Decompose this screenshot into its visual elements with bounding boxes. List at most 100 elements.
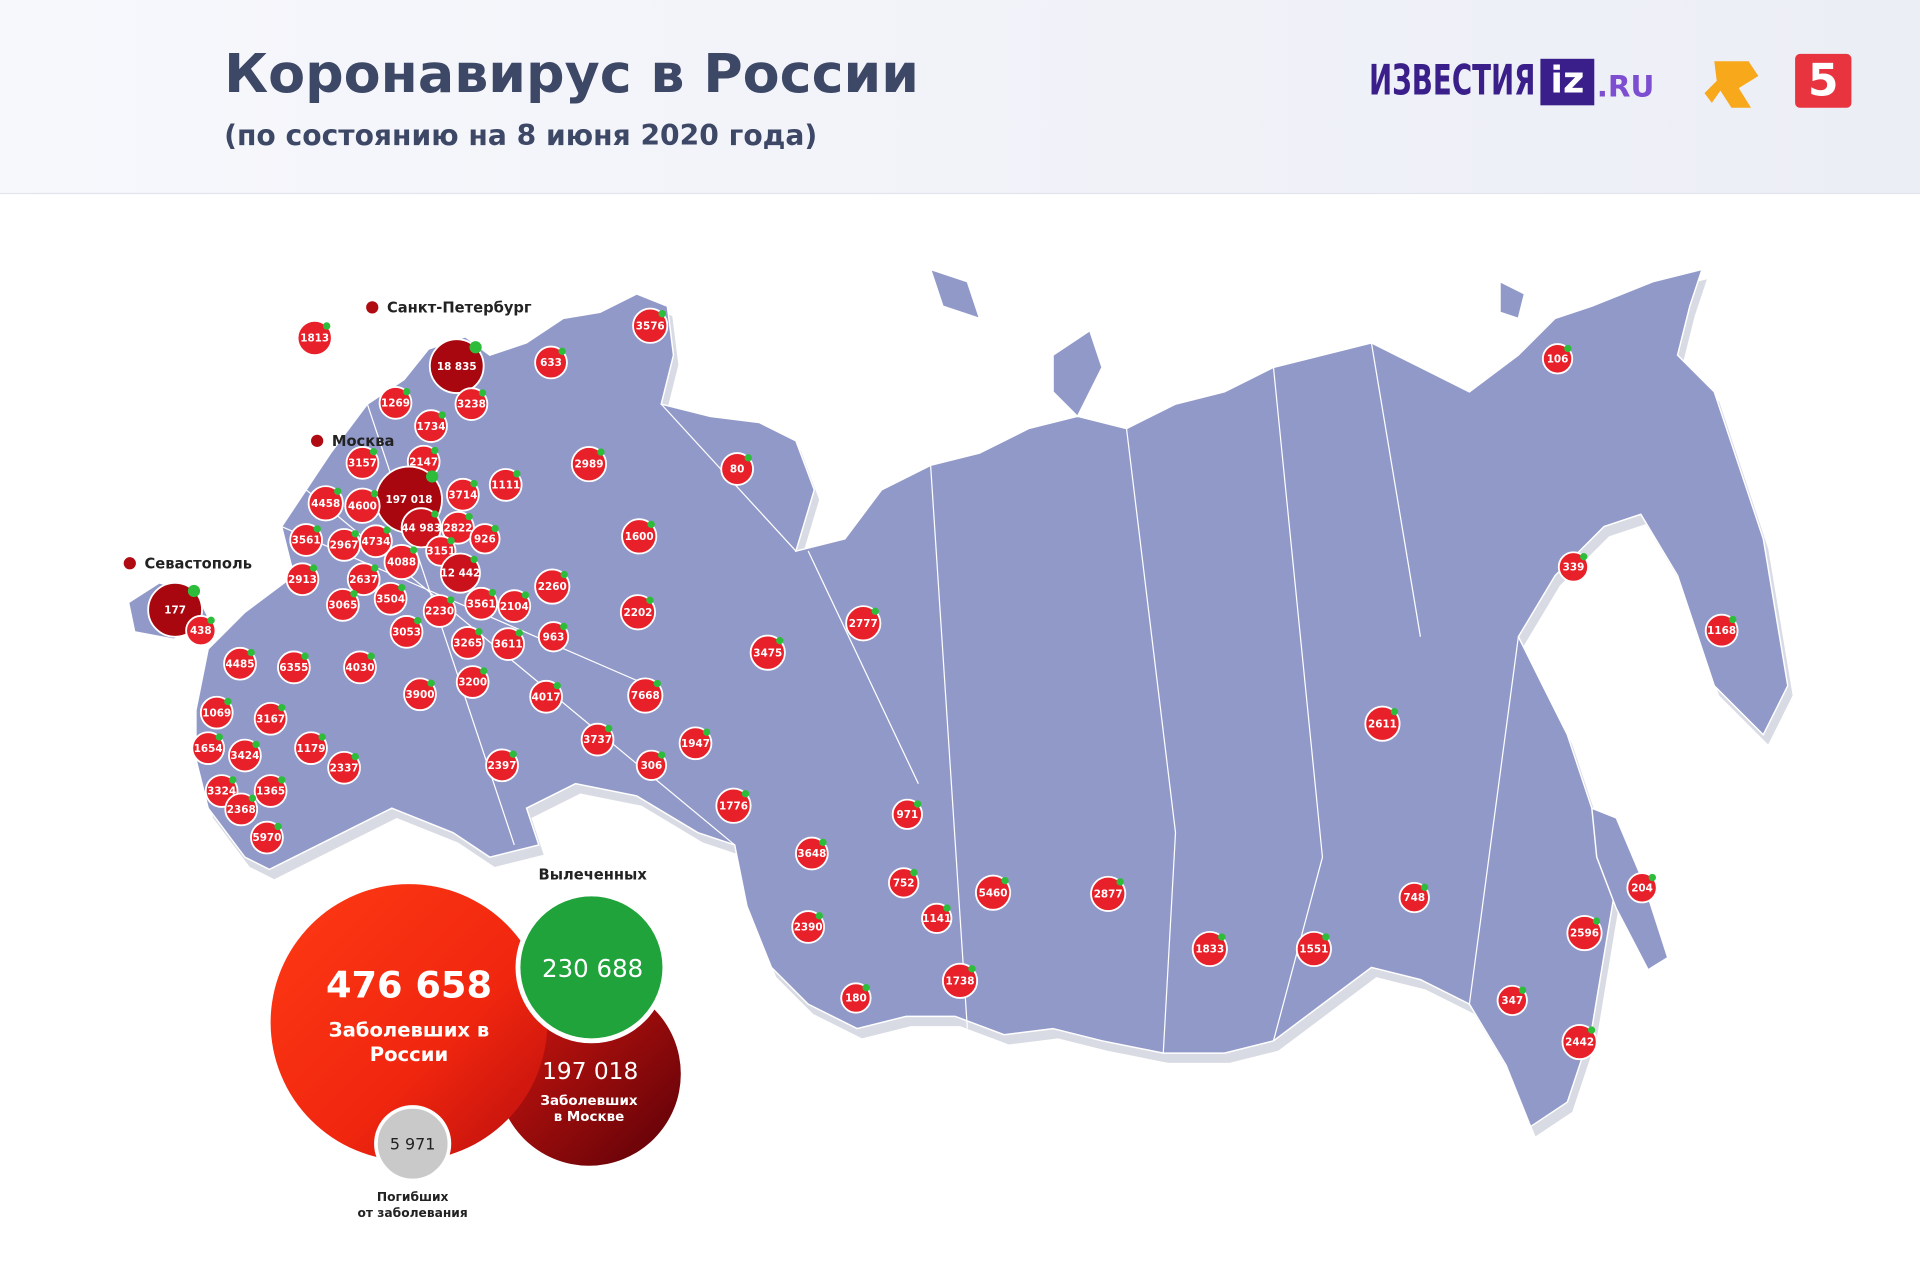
region-bubble (678, 726, 713, 761)
region-bubble (253, 774, 288, 808)
region-bubble (224, 792, 259, 827)
recovered-dot (426, 470, 439, 483)
region-value: 2596 (1570, 928, 1599, 940)
recovered-dot (653, 679, 661, 688)
region-bubble (343, 650, 377, 685)
recovered-dot (334, 487, 342, 495)
recovered-dot (309, 564, 318, 572)
recovered-dot (215, 733, 223, 741)
moscow-cases: 197 018 (542, 1058, 638, 1085)
region-value: 3576 (636, 320, 665, 332)
region-value: 438 (190, 625, 212, 637)
recovered-dot (323, 322, 331, 330)
region-bubble (534, 345, 568, 380)
region-bubble (455, 665, 490, 699)
region-bubble (446, 477, 480, 512)
region-value: 2442 (1565, 1037, 1594, 1049)
region-value: 2202 (623, 607, 652, 619)
region-value: 6355 (279, 662, 308, 674)
recovered-dot (776, 637, 784, 645)
region-value: 7668 (631, 690, 660, 702)
russia-map (127, 268, 1793, 1137)
recovered-dot (1116, 878, 1124, 886)
logo-5: 5 (1808, 55, 1839, 106)
region-value: 3475 (753, 647, 782, 659)
region-value: 44 983 (401, 522, 441, 534)
region-value: 4485 (226, 658, 255, 670)
region-bubble (327, 750, 361, 785)
deaths-circle (374, 1105, 452, 1183)
region-value: 3265 (453, 637, 482, 649)
moscow-label: в Москве (554, 1110, 625, 1125)
recovered-dot (369, 448, 378, 456)
region-bubble (454, 387, 489, 421)
region-value: 633 (540, 357, 562, 369)
recovered-dot (351, 752, 359, 761)
recovered-dot (1420, 883, 1429, 891)
region-bubble (344, 487, 381, 524)
recovered-dot (968, 965, 976, 973)
recovered-dot (815, 912, 823, 920)
region-bubble (464, 586, 499, 621)
region-bubble (185, 615, 217, 647)
region-value: 4088 (387, 557, 416, 569)
region-bubble (791, 910, 825, 944)
recovered-dot (862, 984, 870, 992)
region-value: 1947 (681, 738, 710, 750)
region-value: 4458 (311, 498, 340, 510)
region-bubble (191, 731, 225, 766)
region-bubble (1496, 984, 1528, 1017)
recovered-dot (207, 616, 215, 625)
recovered-dot (1001, 877, 1009, 885)
recovered-dot (560, 622, 568, 631)
recovered-dot (318, 733, 326, 741)
recovered-dot (509, 750, 517, 758)
region-bubble (1557, 551, 1590, 583)
region-bubble (378, 386, 413, 420)
logo-iz-box (1540, 58, 1595, 106)
region-bubble (414, 409, 448, 443)
region-bubble (1090, 875, 1127, 912)
region-bubble (228, 738, 262, 773)
region-value: 4600 (348, 500, 377, 512)
logo-5-box (1795, 53, 1852, 108)
recovered-dot (1218, 933, 1226, 941)
recovered-dot (367, 652, 375, 660)
deaths-value: 5 971 (390, 1134, 436, 1153)
city-label: Севастополь (144, 556, 252, 573)
recovered-dot (1648, 873, 1656, 882)
recovered-dot (1390, 708, 1399, 716)
region-value: 3648 (797, 848, 826, 860)
region-value: 12 442 (441, 568, 481, 580)
recovered-dot (478, 389, 487, 397)
region-value: 3900 (406, 689, 435, 701)
region-value: 204 (1631, 882, 1653, 894)
recovered-circle (515, 891, 668, 1044)
recovered-dot (229, 776, 237, 784)
region-bubble (1566, 915, 1603, 952)
recovered-dot (370, 490, 379, 498)
region-bubble (345, 446, 380, 480)
region-bubble (469, 523, 501, 555)
russia-label: России (370, 1043, 448, 1066)
recovered-dot (658, 751, 666, 759)
recovered-dot (597, 448, 605, 456)
region-value: 3611 (494, 639, 523, 651)
recovered-dot (943, 904, 951, 912)
subtitle: (по состоянию на 8 июня 2020 года) (224, 119, 817, 152)
recovered-dot (741, 790, 750, 798)
region-value: 1365 (256, 786, 285, 798)
region-bubble (289, 523, 323, 557)
region-value: 2822 (443, 522, 472, 534)
region-bubble (389, 615, 424, 649)
region-value: 1111 (491, 480, 520, 492)
recovered-dot (491, 524, 499, 533)
region-value: 177 (164, 604, 186, 616)
recovered-dot (913, 800, 922, 808)
city-marker (311, 434, 324, 447)
recovered-dot (647, 520, 655, 529)
recovered-dot (605, 724, 613, 733)
recovered-dot (224, 697, 232, 706)
region-bubble (488, 468, 523, 502)
